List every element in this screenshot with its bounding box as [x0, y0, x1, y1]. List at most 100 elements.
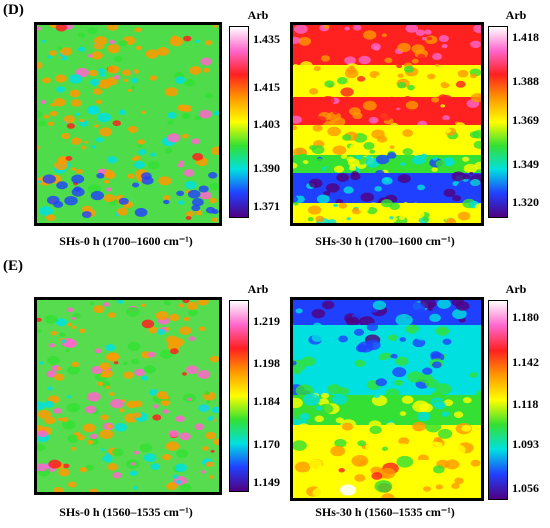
heatmap-blob — [300, 61, 313, 71]
heatmap-blob — [167, 120, 174, 125]
heatmap-blob — [443, 128, 452, 134]
heatmap-blob — [455, 122, 466, 130]
heatmap-d-0h-svg — [37, 25, 219, 223]
heatmap-blob — [191, 138, 201, 145]
heatmap-blob — [122, 69, 132, 76]
heatmap-blob — [139, 443, 153, 453]
heatmap-blob — [332, 394, 348, 405]
heatmap-blob — [427, 73, 436, 80]
heatmap-blob — [425, 378, 439, 389]
heatmap-blob — [42, 174, 56, 184]
heatmap-blob — [130, 462, 136, 466]
tick-label: 1.198 — [253, 356, 280, 370]
heatmap-blob — [348, 165, 357, 171]
heatmap-blob — [399, 411, 407, 416]
heatmap-blob — [440, 174, 453, 183]
heatmap-blob — [293, 195, 299, 203]
heatmap-blob — [410, 209, 425, 219]
heatmap-blob — [186, 365, 199, 375]
heatmap-blob — [163, 199, 170, 205]
heatmap-blob — [342, 369, 349, 374]
tick-label: 1.170 — [253, 437, 280, 451]
heatmap-blob — [95, 137, 104, 143]
heatmap-blob — [338, 202, 348, 209]
heatmap-blob — [375, 154, 390, 165]
heatmap-blob — [307, 205, 322, 215]
heatmap-blob — [444, 78, 452, 84]
colorbar-title-e-30h: Arb — [505, 282, 527, 296]
heatmap-blob — [419, 163, 428, 169]
heatmap-map-d-0h — [34, 22, 222, 226]
heatmap-blob — [37, 401, 46, 410]
tick-label: 1.149 — [253, 475, 280, 489]
heatmap-blob — [319, 317, 330, 325]
heatmap-blob — [407, 371, 424, 383]
heatmap-blob — [425, 421, 442, 433]
heatmap-e-0h-svg — [37, 300, 219, 492]
heatmap-blob — [303, 129, 314, 137]
heatmap-blob — [132, 182, 140, 188]
heatmap-blob — [69, 89, 81, 98]
heatmap-blob — [179, 160, 185, 164]
heatmap-blob — [312, 322, 322, 329]
heatmap-blob — [375, 378, 387, 387]
heatmap-blob — [118, 40, 128, 47]
heatmap-blob — [183, 316, 190, 322]
heatmap-blob — [48, 343, 55, 348]
heatmap-blob — [118, 109, 127, 116]
heatmap-blob — [204, 92, 213, 99]
heatmap-blob — [371, 129, 385, 139]
heatmap-blob — [429, 313, 441, 322]
heatmap-blob — [130, 85, 136, 89]
heatmap-blob — [397, 42, 411, 53]
heatmap-blob — [211, 406, 219, 414]
heatmap-blob — [438, 428, 453, 439]
tick-label: 1.418 — [512, 30, 539, 44]
heatmap-blob — [44, 314, 58, 324]
heatmap-blob — [92, 88, 103, 95]
heatmap-blob — [395, 356, 409, 366]
heatmap-blob — [372, 392, 381, 399]
heatmap-blob — [59, 332, 66, 337]
heatmap-blob — [374, 480, 393, 493]
heatmap-blob — [213, 438, 219, 446]
heatmap-blob — [55, 318, 68, 327]
heatmap-blob — [204, 40, 213, 46]
heatmap-blob — [81, 145, 87, 150]
heatmap-blob — [89, 78, 100, 86]
heatmap-blob — [63, 115, 75, 124]
heatmap-blob — [65, 156, 73, 161]
heatmap-blob — [66, 307, 74, 313]
heatmap-blob — [178, 200, 185, 205]
heatmap-blob — [371, 472, 383, 480]
heatmap-blob — [179, 432, 191, 441]
heatmap-blob — [87, 105, 101, 115]
heatmap-blob — [60, 55, 68, 61]
heatmap-blob — [97, 112, 112, 123]
heatmap-d-30h-svg — [293, 25, 481, 223]
heatmap-blob — [426, 36, 433, 41]
heatmap-blob — [440, 104, 446, 108]
heatmap-blob — [71, 187, 85, 197]
tick-label: 1.349 — [512, 157, 539, 171]
heatmap-blob — [378, 111, 393, 121]
heatmap-blob — [106, 156, 118, 164]
heatmap-blob — [66, 123, 75, 129]
heatmap-blob — [463, 163, 478, 174]
heatmap-blob — [205, 461, 214, 467]
heatmap-blob — [211, 146, 219, 156]
heatmap-blob — [397, 81, 407, 89]
heatmap-blob — [443, 399, 454, 407]
heatmap-blob — [132, 69, 140, 74]
heatmap-blob — [336, 77, 348, 85]
heatmap-blob — [48, 50, 57, 56]
heatmap-blob — [57, 417, 62, 421]
heatmap-blob — [179, 483, 192, 492]
heatmap-blob — [381, 33, 387, 37]
heatmap-blob — [181, 133, 189, 139]
heatmap-blob — [93, 41, 105, 50]
heatmap-blob — [90, 190, 104, 201]
heatmap-blob — [106, 25, 119, 31]
heatmap-blob — [134, 27, 142, 33]
heatmap-blob — [435, 489, 453, 498]
